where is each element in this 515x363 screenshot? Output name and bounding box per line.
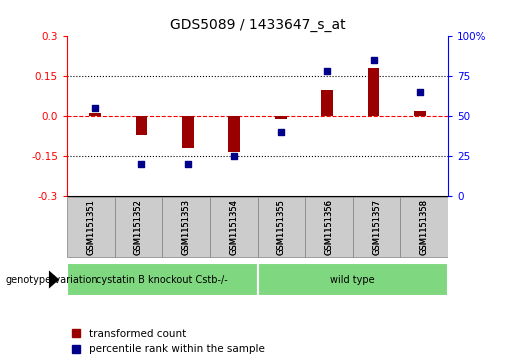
Bar: [210, 197, 258, 257]
Point: [91, 105, 99, 111]
Polygon shape: [49, 270, 59, 289]
Text: GSM1151355: GSM1151355: [277, 199, 286, 255]
Text: cystatin B knockout Cstb-/-: cystatin B knockout Cstb-/-: [96, 274, 228, 285]
Point: [230, 153, 238, 159]
Point: [277, 129, 285, 135]
Bar: [353, 197, 401, 257]
Bar: [321, 90, 333, 116]
Bar: [182, 116, 194, 148]
Point: [137, 161, 145, 167]
Text: GSM1151353: GSM1151353: [182, 199, 191, 255]
Bar: [67, 197, 114, 257]
Legend: transformed count, percentile rank within the sample: transformed count, percentile rank withi…: [72, 329, 265, 354]
Bar: [67, 263, 258, 296]
Text: wild type: wild type: [331, 274, 375, 285]
Text: GSM1151353: GSM1151353: [182, 199, 191, 255]
Bar: [415, 111, 426, 116]
Text: GSM1151355: GSM1151355: [277, 199, 286, 255]
Text: GSM1151351: GSM1151351: [87, 199, 95, 255]
Text: GSM1151351: GSM1151351: [87, 199, 95, 255]
Bar: [401, 197, 448, 257]
Bar: [305, 197, 353, 257]
Text: GSM1151354: GSM1151354: [229, 199, 238, 255]
Text: genotype/variation: genotype/variation: [5, 274, 98, 285]
Bar: [258, 197, 305, 257]
Text: GSM1151357: GSM1151357: [372, 199, 381, 255]
Bar: [114, 197, 162, 257]
Text: GSM1151358: GSM1151358: [420, 199, 428, 255]
Bar: [89, 114, 100, 116]
Text: GSM1151358: GSM1151358: [420, 199, 428, 255]
Bar: [258, 263, 448, 296]
Text: GSM1151356: GSM1151356: [324, 199, 333, 255]
Point: [370, 57, 378, 63]
Text: GSM1151357: GSM1151357: [372, 199, 381, 255]
Point: [416, 89, 424, 95]
Bar: [368, 68, 380, 116]
Text: GSM1151352: GSM1151352: [134, 199, 143, 255]
Bar: [229, 116, 240, 152]
Point: [184, 161, 192, 167]
Bar: [275, 116, 286, 119]
Bar: [135, 116, 147, 135]
Bar: [162, 197, 210, 257]
Text: GSM1151352: GSM1151352: [134, 199, 143, 255]
Point: [323, 69, 331, 74]
Text: GSM1151356: GSM1151356: [324, 199, 333, 255]
Text: GSM1151354: GSM1151354: [229, 199, 238, 255]
Title: GDS5089 / 1433647_s_at: GDS5089 / 1433647_s_at: [169, 19, 346, 33]
